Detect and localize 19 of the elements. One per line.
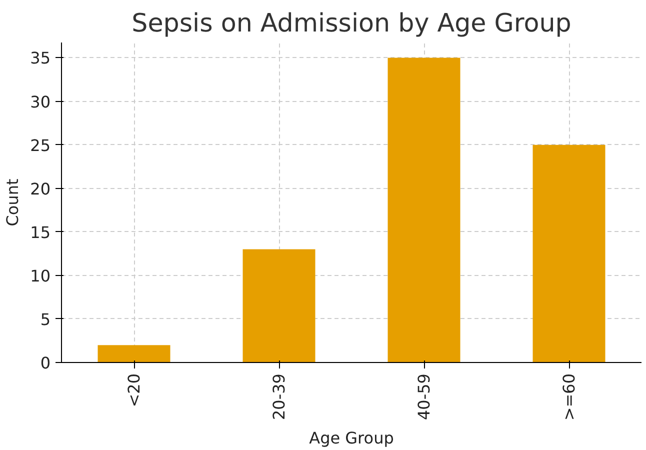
bar [242, 249, 316, 362]
y-tick-label: 35 [30, 48, 50, 68]
x-axis-title: Age Group [309, 428, 394, 448]
y-tick-label: 25 [30, 136, 50, 155]
y-tick-label: 10 [30, 266, 50, 286]
y-tick-label: 0 [40, 354, 51, 372]
x-tick-label: 40-59 [414, 373, 434, 420]
y-tick-label: 15 [30, 222, 50, 242]
y-tick-label: 20 [30, 179, 50, 198]
bar [98, 345, 170, 362]
x-tick-label: <20 [124, 374, 144, 408]
x-tick-label: >=60 [560, 374, 578, 421]
x-tick-label: 20-39 [270, 373, 288, 420]
y-axis-title: Count [3, 178, 22, 226]
bar [388, 58, 460, 362]
chart-title: Sepsis on Admission by Age Group [132, 8, 572, 38]
bar [532, 144, 606, 362]
y-tick-label: 30 [30, 92, 50, 112]
y-tick-label: 5 [40, 310, 51, 329]
